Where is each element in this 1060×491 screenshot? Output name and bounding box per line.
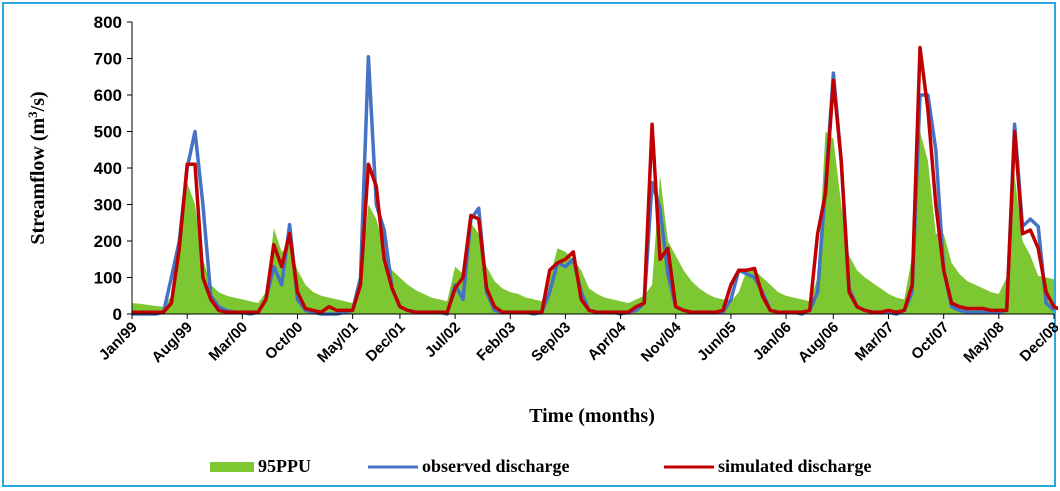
x-tick-label: Jan/06 [750,319,795,364]
y-tick-label: 300 [94,196,122,215]
x-tick-label: Aug/06 [795,319,842,366]
x-tick-label: Mar/07 [852,319,898,365]
x-tick-label: Dec/08 [1017,319,1058,365]
y-tick-label: 100 [94,269,122,288]
x-tick-label: May/01 [314,319,361,366]
x-tick-label: Oct/00 [262,319,306,363]
series-simulated-discharge [132,45,1058,314]
x-tick-label: Mar/00 [206,319,252,365]
x-tick-label: Jan/99 [96,319,141,364]
x-axis-title: Time (months) [529,405,655,427]
legend-swatch-95ppu [210,462,254,472]
x-tick-label: Aug/99 [149,319,196,366]
legend: 95PPU observed discharge simulated disch… [210,456,872,476]
y-tick-label: 500 [94,123,122,142]
plot-area [132,45,1058,316]
y-tick-label: 0 [113,305,122,324]
x-tick-label: Dec/01 [363,319,409,365]
x-tick-label: Nov/04 [638,318,685,365]
y-axis-title-main: Streamflow (m [27,118,49,245]
y-ticks: 0 100 200 300 400 500 600 700 800 [94,13,132,324]
y-tick-label: 400 [94,159,122,178]
x-tick-label: Feb/03 [473,319,519,365]
legend-label-95ppu: 95PPU [258,456,311,476]
legend-label-observed: observed discharge [422,456,570,476]
y-axis-title-superscript: 3 [25,111,40,118]
x-tick-label: Jun/05 [694,319,740,365]
y-axis-title: Streamflow (m3/s) [25,91,50,244]
y-axis-title-end: /s) [27,91,49,112]
y-tick-label: 600 [94,86,122,105]
x-ticks: Jan/99 Aug/99 Mar/00 Oct/00 May/01 Dec/01 Jul/… [96,314,1058,366]
x-tick-label: Jul/02 [422,319,464,361]
legend-label-simulated: simulated discharge [718,456,872,476]
y-tick-label: 200 [94,232,122,251]
x-tick-label: Apr/04 [584,318,629,363]
x-tick-label: Sep/03 [528,319,574,365]
y-tick-label: 800 [94,13,122,32]
x-tick-label: Oct/07 [908,319,952,363]
y-tick-label: 700 [94,50,122,69]
x-tick-label: May/08 [960,319,1007,366]
